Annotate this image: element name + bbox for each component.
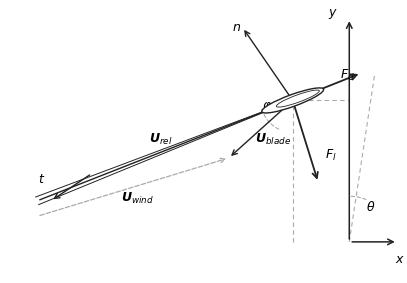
Ellipse shape [276,90,319,107]
Text: $\varphi$: $\varphi$ [262,100,272,114]
Text: $\boldsymbol{U}_{wind}$: $\boldsymbol{U}_{wind}$ [121,190,154,206]
Text: $F_l$: $F_l$ [325,148,336,163]
Text: $y$: $y$ [328,7,338,21]
Text: $\boldsymbol{U}_{blade}$: $\boldsymbol{U}_{blade}$ [254,132,291,147]
Text: $n$: $n$ [232,21,241,34]
Ellipse shape [262,88,324,113]
Text: $F_d$: $F_d$ [340,68,355,83]
Text: $x$: $x$ [395,253,405,266]
Text: $t$: $t$ [38,173,46,186]
Text: $\theta$: $\theta$ [365,200,375,214]
Text: $\boldsymbol{U}_{rel}$: $\boldsymbol{U}_{rel}$ [149,132,172,147]
